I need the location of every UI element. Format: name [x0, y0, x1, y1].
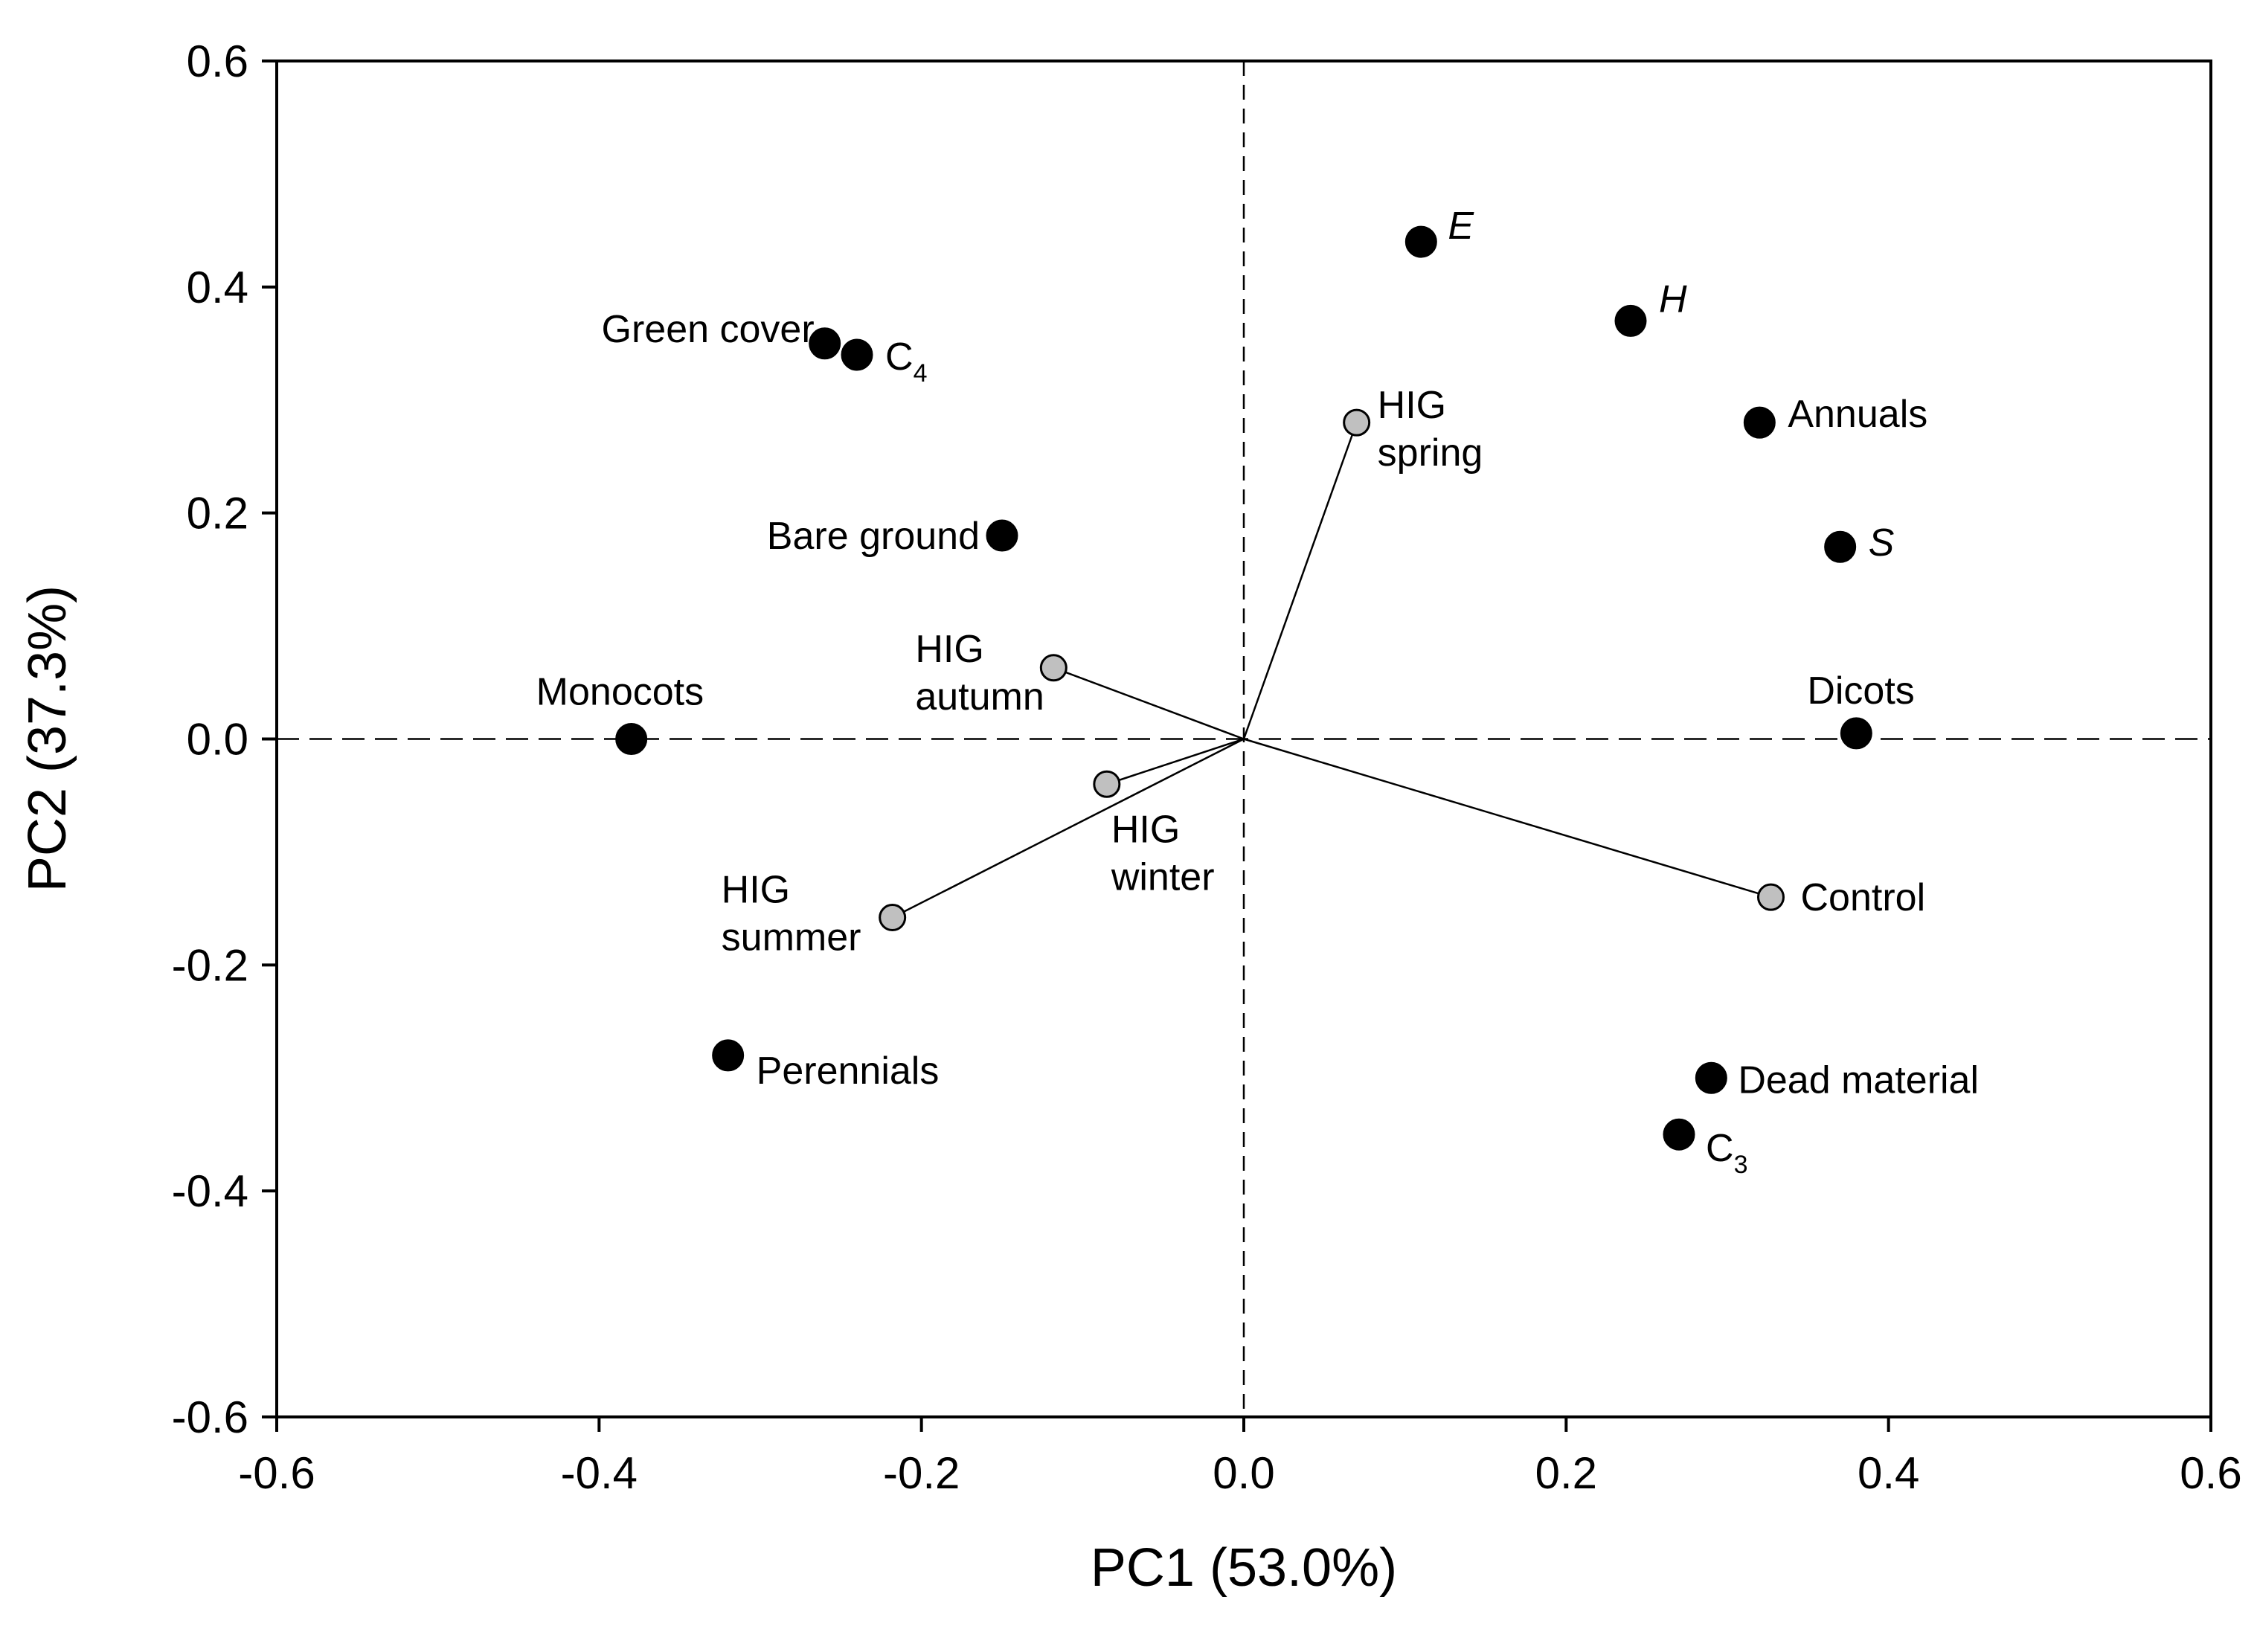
point-label-hig-autumn: autumn	[915, 675, 1044, 719]
treatment-vector	[1106, 738, 1245, 785]
x-tick-label: -0.4	[561, 1448, 638, 1498]
point-label-text: Dead material	[1738, 1058, 1979, 1102]
point-label-monocots: Monocots	[536, 671, 704, 714]
y-tick-label: 0.2	[187, 489, 248, 539]
point-label-text: S	[1869, 521, 1895, 565]
plot-frame	[275, 60, 2212, 1418]
point-label-s: S	[1869, 521, 1895, 565]
point-label-perennials: Perennials	[757, 1050, 940, 1093]
axes: -0.6 -0.4 -0.2 0.0 0.2 0.4 0.6 -0.6 -0.4 -0.2 0.0 0…	[172, 36, 2242, 1498]
point-label-text: Annuals	[1788, 393, 1927, 436]
treatment-point-control	[1757, 883, 1785, 911]
y-tick-label: -0.6	[172, 1392, 248, 1442]
y-tick-label: 0.0	[187, 715, 248, 765]
point-label-text: Green cover	[602, 308, 815, 351]
variable-point-e	[1404, 225, 1437, 258]
point-label-text: C	[885, 335, 914, 379]
variable-point-monocots	[615, 723, 648, 755]
variable-point-perennials	[712, 1039, 745, 1072]
point-label-hig-autumn: HIG	[915, 628, 983, 671]
data-points	[615, 225, 1872, 1151]
point-label-text: C	[1706, 1127, 1734, 1170]
point-label-subscript: 3	[1734, 1151, 1748, 1179]
treatment-vector	[892, 738, 1245, 919]
point-label-text: Monocots	[536, 671, 704, 714]
point-label-green-cover: Green cover	[602, 308, 815, 351]
variable-point-green-cover	[809, 327, 841, 360]
x-tick-label: -0.2	[883, 1448, 960, 1498]
point-label-text: Bare ground	[767, 515, 980, 558]
y-tick-label: 0.6	[187, 36, 248, 86]
point-label-c3: C3	[1706, 1127, 1747, 1179]
point-label-annuals: Annuals	[1788, 393, 1927, 436]
variable-point-annuals	[1743, 406, 1776, 439]
variable-point-c4	[841, 338, 873, 371]
treatment-point-hig-summer	[879, 904, 907, 932]
variable-point-s	[1824, 530, 1857, 563]
y-tick-label: 0.4	[187, 263, 248, 312]
treatment-vector	[1053, 666, 1245, 740]
point-label-bare-ground: Bare ground	[767, 515, 980, 558]
x-axis-title: PC1 (53.0%)	[1091, 1538, 1397, 1598]
point-label-hig-spring: HIG	[1378, 384, 1446, 427]
variable-point-dead-material	[1695, 1061, 1727, 1094]
point-label-hig-summer: summer	[722, 916, 861, 960]
point-label-h: H	[1659, 277, 1687, 321]
y-axis-title: PC2 (37.3%)	[18, 585, 77, 892]
treatment-vectors	[892, 422, 1771, 919]
variable-point-dicots	[1840, 717, 1872, 750]
treatment-point-hig-winter	[1093, 770, 1121, 798]
point-label-hig-summer: HIG	[722, 869, 790, 912]
point-label-text: Perennials	[757, 1050, 940, 1093]
treatment-point-hig-spring	[1343, 408, 1371, 437]
x-tick-label: 0.6	[2180, 1448, 2241, 1498]
variable-point-bare-ground	[986, 519, 1018, 552]
point-label-hig-spring: spring	[1378, 431, 1483, 475]
point-label-dicots: Dicots	[1807, 669, 1914, 713]
treatment-point-hig-autumn	[1039, 654, 1068, 682]
x-tick-label: 0.2	[1535, 1448, 1597, 1498]
treatment-vector	[1242, 422, 1358, 739]
treatment-vector	[1243, 738, 1771, 899]
x-tick-label: 0.0	[1213, 1448, 1274, 1498]
y-tick-label: -0.4	[172, 1166, 248, 1216]
variable-point-h	[1614, 304, 1647, 337]
point-label-e: E	[1448, 205, 1474, 248]
x-tick-label: -0.6	[238, 1448, 315, 1498]
point-label-hig-winter: HIG	[1111, 808, 1180, 851]
y-tick-label: -0.2	[172, 940, 248, 990]
x-tick-label: 0.4	[1858, 1448, 1919, 1498]
point-label-text: Dicots	[1807, 669, 1914, 713]
point-label-hig-winter: winter	[1111, 855, 1215, 899]
variable-point-c3	[1663, 1118, 1695, 1151]
point-label-text: H	[1659, 277, 1687, 321]
point-label-control: Control	[1801, 876, 1926, 919]
point-label-dead-material: Dead material	[1738, 1058, 1979, 1102]
point-label-c4: C4	[885, 335, 927, 388]
point-label-subscript: 4	[914, 359, 928, 388]
point-label-text: E	[1448, 205, 1474, 248]
point-label-text: Control	[1801, 876, 1926, 919]
